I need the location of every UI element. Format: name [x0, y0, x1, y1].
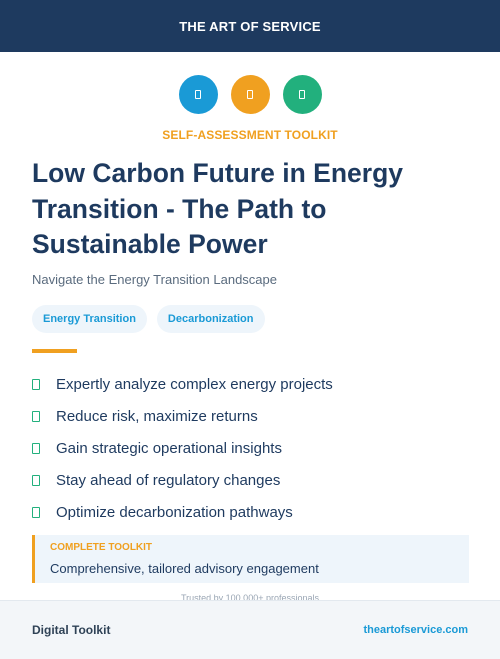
blue-badge-icon [178, 75, 218, 114]
complete-toolkit-callout: COMPLETE TOOLKIT Comprehensive, tailored… [32, 535, 469, 583]
check-icon [32, 474, 40, 486]
feature-text: Stay ahead of regulatory changes [56, 471, 281, 489]
feature-item: Optimize decarbonization pathways [32, 496, 472, 528]
toolkit-kicker: SELF-ASSESSMENT TOOLKIT [162, 128, 338, 142]
green-badge-icon [282, 75, 322, 114]
check-icon [32, 506, 40, 518]
callout-description: Comprehensive, tailored advisory engagem… [50, 561, 319, 576]
check-icon [32, 410, 40, 422]
feature-item: Reduce risk, maximize returns [32, 400, 472, 432]
footer: Digital Toolkit theartofservice.com [0, 600, 500, 659]
feature-text: Optimize decarbonization pathways [56, 503, 293, 521]
feature-text: Expertly analyze complex energy projects [56, 375, 333, 393]
trusted-note: Trusted by 100,000+ professionals [180, 593, 319, 600]
check-icon [32, 442, 40, 454]
top-banner: THE ART OF SERVICE [0, 0, 500, 52]
feature-text: Gain strategic operational insights [56, 439, 282, 457]
feature-item: Stay ahead of regulatory changes [32, 464, 472, 496]
feature-item: Expertly analyze complex energy projects [32, 368, 472, 400]
brand-name: THE ART OF SERVICE [179, 18, 321, 34]
feature-text: Reduce risk, maximize returns [56, 407, 258, 425]
accent-divider [32, 349, 77, 353]
tag-list: Energy Transition Decarbonization [32, 305, 265, 333]
check-icon [32, 378, 40, 390]
callout-label: COMPLETE TOOLKIT [50, 542, 153, 553]
page-title: Low Carbon Future in Energy Transition -… [32, 158, 404, 259]
page-subtitle: Navigate the Energy Transition Landscape [32, 272, 277, 287]
tag-energy-transition: Energy Transition [32, 305, 147, 333]
footer-label: Digital Toolkit [32, 623, 111, 637]
website-link[interactable]: theartofservice.com [363, 624, 468, 636]
feature-item: Gain strategic operational insights [32, 432, 472, 464]
icon-row [0, 75, 500, 114]
orange-badge-icon [230, 75, 270, 114]
feature-list: Expertly analyze complex energy projects… [32, 368, 472, 528]
tag-decarbonization: Decarbonization [156, 305, 265, 333]
